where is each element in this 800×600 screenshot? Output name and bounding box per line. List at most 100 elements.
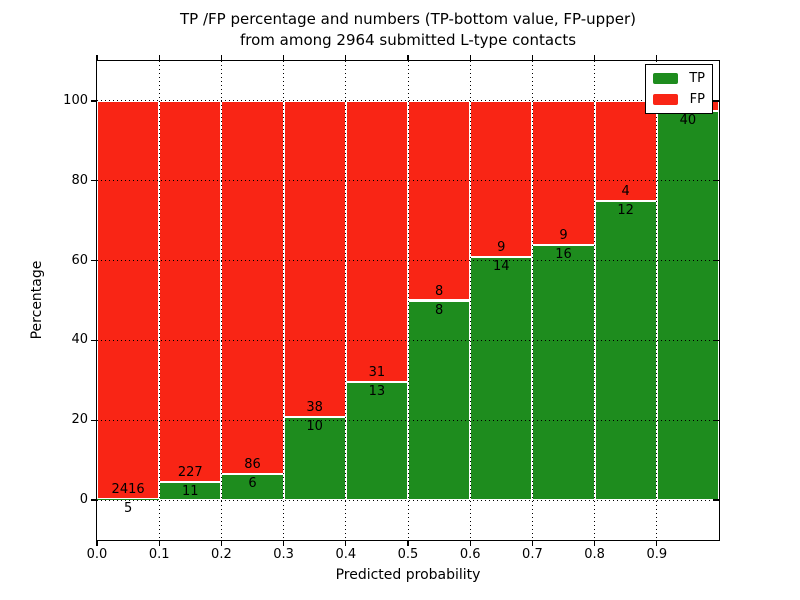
x-tick-mark-top <box>531 55 534 61</box>
fp-bar-segment <box>470 100 533 258</box>
fp-count-label: 9 <box>559 227 568 243</box>
y-tick-label: 0 <box>79 492 88 508</box>
fp-bar-segment <box>408 100 471 301</box>
x-tick-label: 0.9 <box>646 547 668 562</box>
tp-count-label: 13 <box>368 384 386 400</box>
fp-count-label: 227 <box>177 464 203 480</box>
y-tick-mark <box>91 339 97 342</box>
y-tick-mark <box>91 100 97 102</box>
x-tick-mark <box>220 540 223 546</box>
tp-bar-segment <box>470 257 533 501</box>
x-axis-label: Predicted probability <box>335 567 481 583</box>
tp-count-label: 11 <box>182 483 199 499</box>
fp-count-label: 86 <box>244 457 261 473</box>
tp-color-swatch <box>653 73 678 84</box>
legend-label-tp: TP <box>689 71 705 86</box>
x-tick-label: 0.3 <box>273 547 294 562</box>
legend-item-fp: FP <box>646 89 712 110</box>
y-tick-mark <box>91 419 97 421</box>
fp-count-label: 8 <box>434 283 444 299</box>
x-tick-label: 0.4 <box>335 547 357 562</box>
tp-bar-segment <box>221 474 284 501</box>
y-gridline <box>97 260 719 262</box>
x-tick-mark <box>282 540 285 546</box>
legend-label-fp: FP <box>689 92 705 107</box>
x-gridline <box>656 61 658 540</box>
y-tick-label: 20 <box>71 412 88 428</box>
x-tick-mark-top <box>220 55 223 61</box>
fp-bar-segment <box>283 100 346 417</box>
y-tick-mark <box>91 499 97 501</box>
x-gridline <box>158 61 160 540</box>
x-tick-mark-top <box>96 55 98 61</box>
fp-bar-segment <box>532 100 595 245</box>
y-gridline <box>97 419 719 421</box>
tp-bar-segment <box>159 481 222 501</box>
fp-color-swatch <box>653 94 678 105</box>
y-tick-label: 40 <box>71 332 88 348</box>
y-tick-mark-right <box>713 100 719 102</box>
tp-bar-segment <box>283 416 346 501</box>
x-gridline <box>407 61 409 540</box>
fp-bar-segment <box>345 100 408 383</box>
y-tick-mark <box>91 180 97 182</box>
y-tick-mark <box>91 259 97 262</box>
x-tick-label: 0.5 <box>397 547 419 562</box>
x-gridline <box>220 61 222 540</box>
fp-count-label: 4 <box>621 183 630 199</box>
y-tick-label: 100 <box>63 92 88 108</box>
x-gridline <box>283 61 285 540</box>
y-gridline <box>97 339 719 341</box>
tp-count-label: 16 <box>555 246 572 262</box>
fp-count-label: 9 <box>497 240 506 256</box>
x-tick-mark <box>96 540 98 546</box>
x-tick-mark <box>593 540 596 546</box>
x-tick-label: 0.2 <box>211 547 232 562</box>
fp-count-label: 38 <box>306 399 323 415</box>
fp-count-label: 2416 <box>111 482 145 498</box>
tp-bar-segment <box>345 382 408 501</box>
x-tick-mark-top <box>282 55 285 61</box>
x-tick-label: 0.6 <box>459 547 481 562</box>
tp-bar-segment <box>594 200 657 501</box>
fp-bar-segment <box>594 100 657 201</box>
x-tick-mark <box>531 540 534 546</box>
tp-count-label: 6 <box>248 476 257 492</box>
tp-count-label: 12 <box>617 202 634 218</box>
legend: TP FP <box>645 64 713 114</box>
y-tick-label: 80 <box>71 172 88 188</box>
y-tick-mark-right <box>713 499 719 501</box>
x-tick-mark-top <box>345 55 347 61</box>
plot-area: 2416 5 227 11 86 6 38 10 31 13 8 8 9 14 9 16 4 12 40 <box>97 61 719 540</box>
x-tick-mark-top <box>158 55 160 61</box>
tp-count-label: 5 <box>123 501 133 517</box>
y-gridline <box>97 100 719 102</box>
fp-bar-segment <box>221 100 284 475</box>
y-axis-label: Percentage <box>29 260 45 340</box>
x-gridline <box>469 61 471 540</box>
x-tick-mark <box>158 540 160 546</box>
fp-bar-segment <box>97 100 160 500</box>
tp-count-label: 40 <box>679 112 697 128</box>
x-tick-label: 0.7 <box>522 547 543 562</box>
tp-count-label: 8 <box>434 302 444 318</box>
y-tick-mark-right <box>713 259 719 262</box>
x-tick-mark <box>656 540 658 546</box>
x-tick-mark-top <box>469 55 471 61</box>
x-tick-mark <box>407 540 409 546</box>
tp-bar-segment <box>656 110 719 501</box>
tp-count-label: 10 <box>306 418 323 434</box>
x-tick-mark-top <box>656 55 658 61</box>
y-tick-label: 60 <box>71 252 88 268</box>
x-gridline <box>594 61 596 540</box>
x-tick-label: 0.8 <box>584 547 605 562</box>
y-tick-mark-right <box>713 339 719 342</box>
chart-title: TP /FP percentage and numbers (TP-bottom… <box>97 9 719 51</box>
x-tick-mark-top <box>407 55 409 61</box>
x-tick-mark <box>469 540 471 546</box>
x-tick-mark <box>345 540 347 546</box>
x-tick-label: 0.1 <box>148 547 170 562</box>
chart-title-line2: from among 2964 submitted L-type contact… <box>239 31 577 49</box>
tp-bar-segment <box>532 244 595 501</box>
